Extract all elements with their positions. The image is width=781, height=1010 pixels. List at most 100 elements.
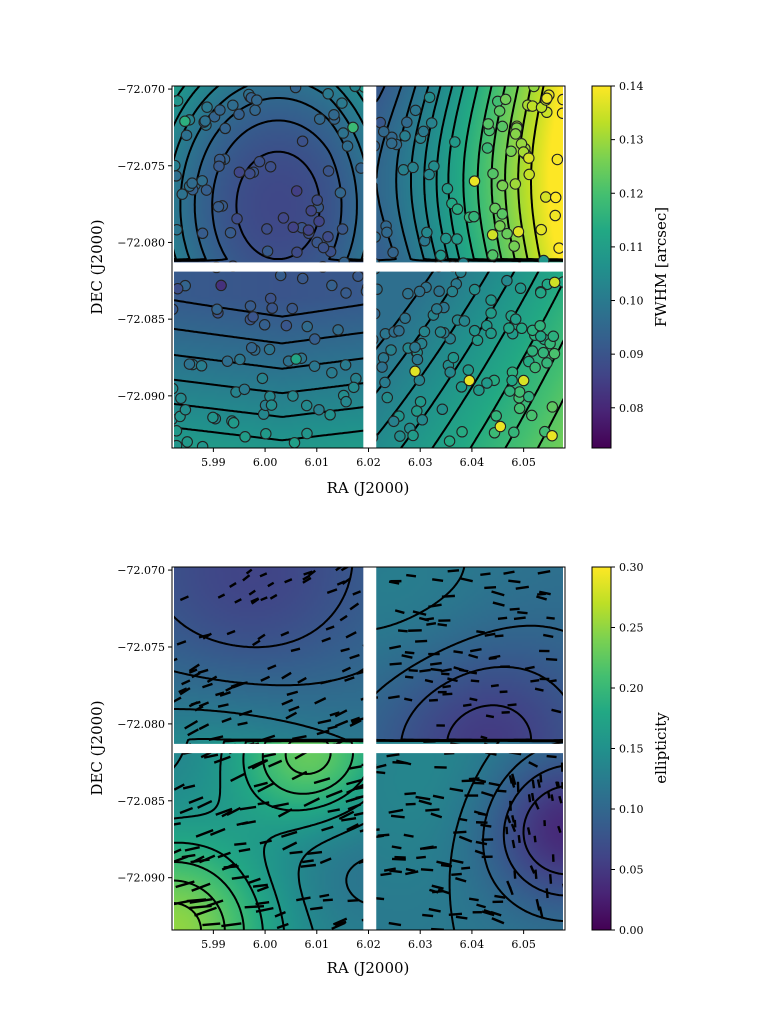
ellipticity-whisker — [322, 898, 333, 902]
fwhm-plot-area — [172, 86, 565, 448]
ellipticity-whisker — [546, 754, 557, 759]
ellipticity-whisker — [215, 807, 233, 816]
ellipticity-whisker — [307, 850, 323, 856]
chip-gap-horizontal — [172, 743, 565, 754]
ellipticity-whisker — [282, 841, 298, 851]
star-marker — [340, 287, 352, 299]
ellipticity-whisker — [497, 616, 508, 620]
star-marker — [534, 330, 547, 343]
star-marker — [482, 118, 494, 130]
star-marker — [340, 395, 352, 408]
x-tick-label: 6.00 — [253, 938, 278, 951]
star-marker — [549, 191, 562, 204]
star-marker — [286, 302, 299, 315]
star-marker — [238, 383, 251, 396]
ellipticity-whisker — [447, 677, 458, 683]
ellipticity-whisker — [262, 752, 277, 758]
star-marker — [277, 212, 290, 224]
star-marker — [287, 221, 300, 234]
ellipticity-whisker — [419, 668, 431, 673]
star-marker — [322, 231, 334, 243]
ellipticity-whisker — [377, 833, 390, 837]
ellipticity-whisker — [261, 734, 276, 742]
fwhm-stars — [172, 86, 565, 448]
ellipticity-whisker — [470, 679, 480, 683]
colorbar-tick-label: 0.14 — [619, 80, 644, 93]
ellipticity-whisker — [239, 805, 257, 811]
ellipticity-whisker — [188, 668, 198, 674]
star-marker — [227, 99, 239, 111]
ellipticity-whisker — [533, 801, 540, 810]
ellipticity-whisker — [526, 827, 531, 836]
star-marker — [537, 346, 550, 359]
star-marker — [337, 127, 349, 139]
ellipticity-whisker — [274, 911, 286, 918]
ellipticity-whisker — [455, 877, 467, 883]
ellipticity-colorbar: 0.00 0.05 0.10 0.15 0.20 0.25 0.30 ellipticity — [591, 561, 670, 937]
star-marker — [447, 351, 460, 364]
ellipticity-whisker — [489, 654, 501, 660]
star-marker — [399, 130, 411, 142]
ellipticity-whisker — [176, 640, 187, 646]
ellipticity-whisker — [281, 671, 292, 680]
star-marker — [416, 414, 429, 426]
star-marker — [523, 390, 535, 403]
star-marker — [201, 101, 213, 113]
ellipticity-whisker — [461, 866, 471, 870]
ellipticity-whisker — [458, 817, 468, 822]
ellipticity-whisker — [513, 870, 517, 879]
star-marker — [377, 352, 390, 364]
y-tick-label: −72.070 — [117, 564, 165, 577]
star-marker — [493, 105, 506, 117]
star-marker — [431, 303, 443, 315]
ellipticity-whisker — [327, 808, 340, 813]
star-marker — [401, 116, 413, 129]
x-tick-label: 6.01 — [305, 938, 330, 951]
star-marker — [547, 330, 560, 343]
star-marker — [385, 137, 398, 150]
fwhm-chip-gaps — [172, 86, 565, 448]
ellipticity-whisker — [257, 633, 266, 641]
colorbar-tick-label: 0.08 — [619, 402, 644, 415]
star-marker — [468, 283, 481, 296]
fwhm-colorbar-fill — [591, 85, 612, 449]
star-marker — [413, 285, 426, 298]
ellipticity-whisker — [231, 875, 250, 880]
star-marker — [505, 145, 517, 157]
ellipticity-whisker — [268, 759, 283, 768]
ellipticity-y-axis-label: DEC (J2000) — [88, 700, 106, 795]
ellipticity-whisker — [197, 800, 213, 809]
ellipticity-whisker — [380, 872, 392, 877]
ellipticity-whisker — [339, 614, 348, 622]
star-marker — [551, 153, 564, 166]
ellipticity-whisker — [488, 781, 501, 787]
ellipticity-whisker — [490, 683, 499, 688]
ellipticity-whisker — [405, 870, 419, 876]
star-marker — [411, 353, 424, 366]
x-tick-label: 5.99 — [201, 456, 226, 469]
ellipticity-colorbar-label: ellipticity — [652, 712, 670, 784]
ellipticity-whisker — [507, 703, 517, 707]
ellipticity-whisker — [234, 598, 242, 604]
ellipticity-whisker — [404, 651, 415, 655]
ellipticity-whisker — [206, 899, 224, 908]
ellipticity-whisker — [536, 779, 541, 788]
ellipticity-whisker — [179, 806, 194, 815]
ellipticity-whisker — [430, 812, 443, 819]
ellipticity-whisker — [539, 774, 543, 783]
star-marker — [324, 409, 336, 421]
star-marker — [418, 325, 431, 338]
ellipticity-whisker — [292, 735, 307, 741]
star-marker — [557, 93, 565, 106]
ellipticity-whisker — [203, 753, 219, 759]
ellipticity-whisker — [459, 577, 473, 583]
star-marker — [290, 185, 303, 197]
ellipticity-whisker — [424, 678, 434, 684]
ellipticity-whisker — [334, 719, 349, 728]
ellipticity-whisker — [424, 617, 435, 621]
ellipticity-whisker — [453, 666, 465, 672]
fwhm-colorbar: 0.08 0.09 0.10 0.11 0.12 0.13 0.14 FWHM [arcse… — [591, 80, 670, 449]
ellipticity-whisker — [352, 590, 362, 596]
y-tick-label: −72.090 — [117, 390, 165, 403]
ellipticity-whisker — [530, 792, 535, 802]
